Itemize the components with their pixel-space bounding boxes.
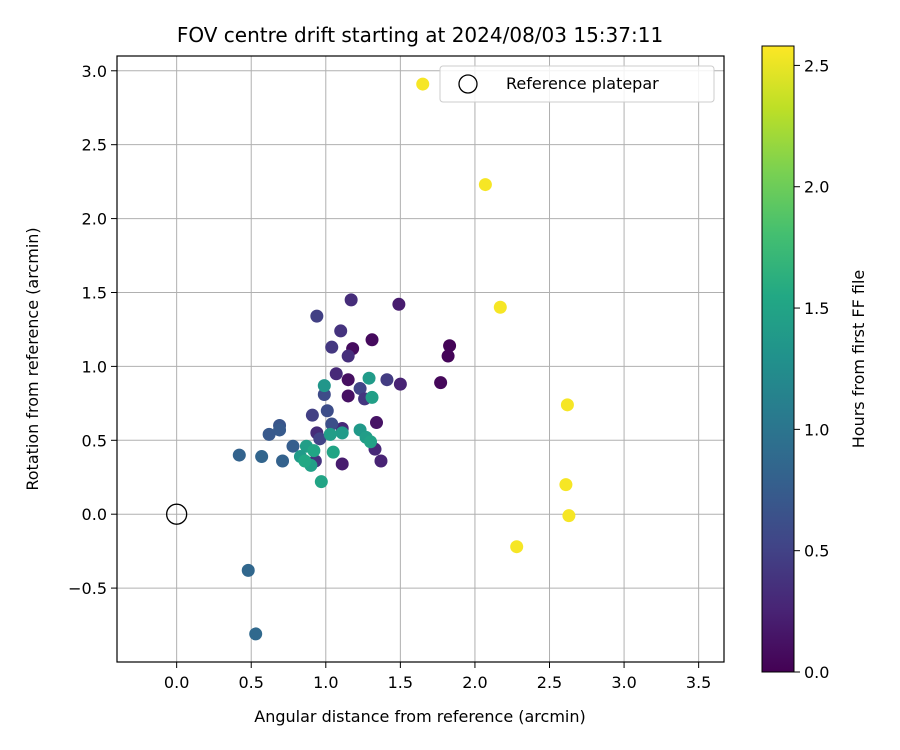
data-point	[434, 376, 448, 390]
colorbar-tick-label: 1.0	[804, 420, 829, 439]
data-point	[276, 454, 290, 468]
plot-frame	[116, 55, 725, 663]
y-tick-label: 2.0	[82, 210, 107, 229]
data-point	[341, 373, 355, 387]
colorbar-tick-label: 2.0	[804, 178, 829, 197]
data-point	[298, 454, 312, 468]
data-point	[317, 379, 331, 393]
data-point	[393, 377, 407, 391]
data-point	[362, 371, 376, 385]
data-point	[364, 435, 378, 449]
data-point	[353, 382, 367, 396]
data-point	[335, 426, 349, 440]
data-point	[241, 563, 255, 577]
data-point	[441, 349, 455, 363]
colorbar-title: Hours from first FF file	[849, 270, 868, 449]
reference-platepar-marker	[166, 503, 188, 525]
data-point	[380, 373, 394, 387]
y-axis-title: Rotation from reference (arcmin)	[23, 227, 42, 490]
colorbar-tick-label: 0.5	[804, 542, 829, 561]
colorbar: 0.0 0.5 1.0 1.5 2.0 2.5 Hours from first FF f…	[761, 45, 868, 682]
x-tick-label: 3.5	[686, 673, 711, 692]
reference-marker	[166, 503, 188, 525]
x-tick-label: 3.0	[611, 673, 636, 692]
y-tick-label: 1.0	[82, 357, 107, 376]
x-tick-label: 2.0	[462, 673, 487, 692]
data-point	[313, 432, 327, 446]
grid-lines	[117, 56, 724, 662]
data-point	[365, 390, 379, 404]
data-point	[262, 427, 276, 441]
x-tick-label: 2.5	[537, 673, 562, 692]
data-point	[255, 450, 269, 464]
data-point	[232, 448, 246, 462]
x-axis-ticks: 0.0 0.5 1.0 1.5 2.0 2.5 3.0 3.5	[164, 662, 711, 692]
legend-marker-open-circle	[458, 74, 478, 94]
data-point	[273, 423, 287, 437]
x-axis-title: Angular distance from reference (arcmin)	[254, 707, 585, 726]
colorbar-gradient	[761, 45, 795, 673]
data-point	[478, 178, 492, 192]
data-point	[344, 293, 358, 307]
data-point	[335, 457, 349, 471]
data-point	[510, 540, 524, 554]
data-point	[286, 439, 300, 453]
data-point	[374, 454, 388, 468]
data-point	[493, 300, 507, 314]
data-point	[560, 398, 574, 412]
data-point	[323, 427, 337, 441]
colorbar-ticks: 0.0 0.5 1.0 1.5 2.0 2.5	[794, 56, 829, 682]
colorbar-tick-label: 1.5	[804, 299, 829, 318]
legend-box	[439, 65, 715, 103]
data-point	[562, 509, 576, 523]
chart-title: FOV centre drift starting at 2024/08/03 …	[177, 23, 663, 47]
data-point	[559, 478, 573, 492]
x-tick-label: 1.5	[388, 673, 413, 692]
y-tick-label: 1.5	[82, 283, 107, 302]
colorbar-tick-label: 2.5	[804, 56, 829, 75]
data-point	[307, 444, 321, 458]
y-tick-label: −0.5	[68, 579, 107, 598]
legend-label: Reference platepar	[506, 74, 659, 93]
data-point	[305, 408, 319, 422]
data-point	[320, 404, 334, 418]
colorbar-tick-label: 0.0	[804, 663, 829, 682]
y-tick-label: 0.5	[82, 431, 107, 450]
data-point	[329, 367, 343, 381]
x-tick-label: 1.0	[313, 673, 338, 692]
x-tick-label: 0.0	[164, 673, 189, 692]
data-point	[334, 324, 348, 338]
y-tick-label: 2.5	[82, 136, 107, 155]
y-tick-label: 0.0	[82, 505, 107, 524]
data-point	[365, 333, 379, 347]
data-point	[325, 340, 339, 354]
data-point	[416, 77, 430, 91]
data-point	[443, 339, 457, 353]
data-point	[249, 627, 263, 641]
data-point	[326, 445, 340, 459]
data-point	[310, 309, 324, 323]
data-point	[314, 475, 328, 489]
data-point	[341, 349, 355, 363]
y-tick-label: 3.0	[82, 62, 107, 81]
data-point	[325, 417, 339, 431]
data-point	[370, 416, 384, 430]
data-point	[392, 297, 406, 311]
data-point	[341, 389, 355, 403]
y-axis-ticks: −0.5 0.0 0.5 1.0 1.5 2.0 2.5 3.0	[68, 62, 117, 598]
x-tick-label: 0.5	[238, 673, 263, 692]
data-points	[232, 77, 576, 641]
legend: Reference platepar	[439, 65, 715, 103]
